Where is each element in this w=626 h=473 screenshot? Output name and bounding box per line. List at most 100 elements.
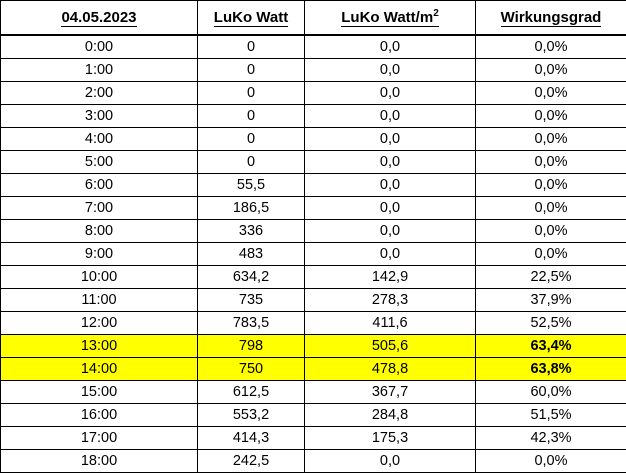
watt-m2-cell[interactable]: 411,6 [304, 311, 476, 335]
header-watt-m2-sup: 2 [433, 7, 439, 19]
watt-m2-cell[interactable]: 505,6 [304, 334, 476, 358]
table-row: 14:00 750 478,8 63,8% [0, 357, 626, 381]
watt-cell[interactable]: 0 [197, 127, 305, 151]
table-row: 8:00 336 0,0 0,0% [0, 219, 626, 243]
table-row: 10:00 634,2 142,9 22,5% [0, 265, 626, 289]
efficiency-cell[interactable]: 0,0% [475, 104, 626, 128]
table-row: 6:00 55,5 0,0 0,0% [0, 173, 626, 197]
header-date: 04.05.2023 [61, 8, 137, 27]
time-cell[interactable]: 3:00 [0, 104, 198, 128]
efficiency-cell[interactable]: 0,0% [475, 58, 626, 82]
table-row: 9:00 483 0,0 0,0% [0, 242, 626, 266]
efficiency-cell[interactable]: 0,0% [475, 449, 626, 473]
watt-m2-cell[interactable]: 0,0 [304, 449, 476, 473]
watt-cell[interactable]: 0 [197, 104, 305, 128]
efficiency-cell[interactable]: 0,0% [475, 173, 626, 197]
efficiency-cell[interactable]: 0,0% [475, 196, 626, 220]
efficiency-cell[interactable]: 22,5% [475, 265, 626, 289]
watt-cell[interactable]: 612,5 [197, 380, 305, 404]
time-cell[interactable]: 7:00 [0, 196, 198, 220]
efficiency-cell[interactable]: 0,0% [475, 34, 626, 59]
table-row: 2:00 0 0,0 0,0% [0, 81, 626, 105]
watt-cell[interactable]: 0 [197, 34, 305, 59]
table-row: 15:00 612,5 367,7 60,0% [0, 380, 626, 404]
time-cell[interactable]: 11:00 [0, 288, 198, 312]
efficiency-cell[interactable]: 0,0% [475, 127, 626, 151]
time-cell[interactable]: 16:00 [0, 403, 198, 427]
table-row: 17:00 414,3 175,3 42,3% [0, 426, 626, 450]
watt-cell[interactable]: 414,3 [197, 426, 305, 450]
watt-cell[interactable]: 336 [197, 219, 305, 243]
watt-cell[interactable]: 634,2 [197, 265, 305, 289]
watt-cell[interactable]: 553,2 [197, 403, 305, 427]
table-row: 3:00 0 0,0 0,0% [0, 104, 626, 128]
watt-m2-cell[interactable]: 478,8 [304, 357, 476, 381]
efficiency-cell[interactable]: 0,0% [475, 81, 626, 105]
header-watt-m2-base: LuKo Watt/m [341, 8, 434, 26]
header-efficiency-cell[interactable]: Wirkungsgrad [475, 0, 626, 36]
watt-m2-cell[interactable]: 0,0 [304, 173, 476, 197]
table-row: 4:00 0 0,0 0,0% [0, 127, 626, 151]
watt-m2-cell[interactable]: 0,0 [304, 196, 476, 220]
efficiency-cell[interactable]: 42,3% [475, 426, 626, 450]
watt-m2-cell[interactable]: 284,8 [304, 403, 476, 427]
time-cell[interactable]: 17:00 [0, 426, 198, 450]
watt-cell[interactable]: 798 [197, 334, 305, 358]
watt-cell[interactable]: 55,5 [197, 173, 305, 197]
efficiency-cell[interactable]: 0,0% [475, 150, 626, 174]
time-cell[interactable]: 4:00 [0, 127, 198, 151]
table-row: 11:00 735 278,3 37,9% [0, 288, 626, 312]
time-cell[interactable]: 18:00 [0, 449, 198, 473]
time-cell[interactable]: 12:00 [0, 311, 198, 335]
time-cell[interactable]: 6:00 [0, 173, 198, 197]
time-cell[interactable]: 0:00 [0, 34, 198, 59]
watt-cell[interactable]: 735 [197, 288, 305, 312]
table-row: 7:00 186,5 0,0 0,0% [0, 196, 626, 220]
time-cell[interactable]: 14:00 [0, 357, 198, 381]
watt-m2-cell[interactable]: 0,0 [304, 127, 476, 151]
watt-cell[interactable]: 0 [197, 150, 305, 174]
watt-m2-cell[interactable]: 0,0 [304, 81, 476, 105]
watt-m2-cell[interactable]: 367,7 [304, 380, 476, 404]
header-date-cell[interactable]: 04.05.2023 [0, 0, 198, 36]
table-body: 0:00 0 0,0 0,0% 1:00 0 0,0 0,0% 2:00 0 0,0 0,0% 3:00… [0, 34, 626, 473]
efficiency-cell[interactable]: 52,5% [475, 311, 626, 335]
watt-cell[interactable]: 483 [197, 242, 305, 266]
time-cell[interactable]: 8:00 [0, 219, 198, 243]
watt-m2-cell[interactable]: 175,3 [304, 426, 476, 450]
header-watt-cell[interactable]: LuKo Watt [197, 0, 305, 36]
watt-cell[interactable]: 242,5 [197, 449, 305, 473]
watt-m2-cell[interactable]: 0,0 [304, 150, 476, 174]
efficiency-cell[interactable]: 0,0% [475, 242, 626, 266]
watt-m2-cell[interactable]: 0,0 [304, 242, 476, 266]
time-cell[interactable]: 1:00 [0, 58, 198, 82]
time-cell[interactable]: 5:00 [0, 150, 198, 174]
table-row: 13:00 798 505,6 63,4% [0, 334, 626, 358]
efficiency-cell[interactable]: 51,5% [475, 403, 626, 427]
header-watt-m2-cell[interactable]: LuKo Watt/m2 [304, 0, 476, 36]
efficiency-cell[interactable]: 0,0% [475, 219, 626, 243]
time-cell[interactable]: 2:00 [0, 81, 198, 105]
watt-m2-cell[interactable]: 0,0 [304, 34, 476, 59]
watt-m2-cell[interactable]: 142,9 [304, 265, 476, 289]
efficiency-cell[interactable]: 63,4% [475, 334, 626, 358]
watt-m2-cell[interactable]: 0,0 [304, 219, 476, 243]
time-cell[interactable]: 13:00 [0, 334, 198, 358]
time-cell[interactable]: 10:00 [0, 265, 198, 289]
efficiency-cell[interactable]: 37,9% [475, 288, 626, 312]
watt-cell[interactable]: 783,5 [197, 311, 305, 335]
time-cell[interactable]: 9:00 [0, 242, 198, 266]
watt-m2-cell[interactable]: 0,0 [304, 58, 476, 82]
header-efficiency: Wirkungsgrad [500, 8, 602, 27]
watt-cell[interactable]: 0 [197, 81, 305, 105]
watt-cell[interactable]: 186,5 [197, 196, 305, 220]
efficiency-cell[interactable]: 63,8% [475, 357, 626, 381]
table-row: 1:00 0 0,0 0,0% [0, 58, 626, 82]
watt-cell[interactable]: 750 [197, 357, 305, 381]
time-cell[interactable]: 15:00 [0, 380, 198, 404]
watt-m2-cell[interactable]: 278,3 [304, 288, 476, 312]
watt-m2-cell[interactable]: 0,0 [304, 104, 476, 128]
efficiency-cell[interactable]: 60,0% [475, 380, 626, 404]
watt-cell[interactable]: 0 [197, 58, 305, 82]
